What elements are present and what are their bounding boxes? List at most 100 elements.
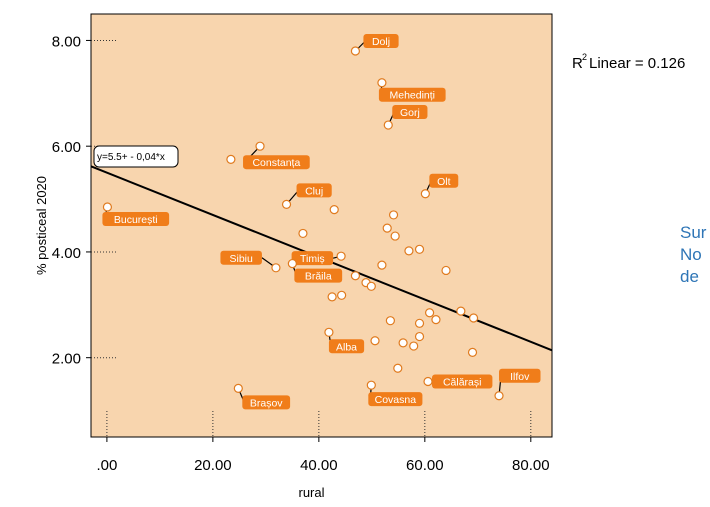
side-note-line-3: de (680, 267, 699, 286)
label-box (392, 105, 428, 120)
x-tick-label: 40.00 (300, 457, 338, 474)
label-text: Brașov (250, 397, 283, 409)
data-point (350, 46, 361, 56)
r2-label: Linear = 0.126 (589, 55, 685, 72)
label-text: Constanța (252, 157, 300, 169)
label-text: Gorj (400, 107, 420, 119)
label-text: Cluj (305, 185, 323, 197)
data-point (226, 154, 236, 165)
label-text: Dolj (372, 36, 390, 48)
data-point (377, 260, 387, 270)
data-point (388, 210, 399, 220)
r2-symbol: R (572, 55, 583, 72)
r2-superscript: 2 (582, 52, 587, 62)
data-point (420, 189, 430, 199)
label-text: Covasna (375, 394, 417, 406)
label-text: București (114, 214, 158, 226)
label-box (368, 392, 423, 407)
y-axis-label: % posticeal 2020 (34, 176, 49, 275)
data-point (398, 338, 408, 348)
x-tick-label: .00 (96, 457, 117, 474)
point-label: Călărași (428, 374, 493, 389)
data-point (390, 231, 400, 241)
data-point (298, 228, 308, 239)
label-box (363, 34, 399, 49)
side-note-line-2: No (680, 245, 702, 264)
data-point (385, 316, 395, 326)
point-label: Brașov (237, 388, 291, 410)
y-tick-label: 2.00 (52, 351, 81, 368)
y-tick-label: 6.00 (52, 139, 81, 156)
data-point (350, 271, 361, 281)
point-label: Dolj (354, 34, 399, 52)
label-box (328, 339, 365, 354)
label-text: Alba (336, 341, 357, 353)
label-box (432, 374, 493, 389)
point-label: Cluj (286, 183, 332, 205)
equation-frame (93, 145, 179, 168)
data-point (383, 120, 393, 130)
data-point (366, 380, 376, 390)
label-box (499, 368, 541, 383)
label-box (242, 395, 291, 410)
label-text: Olt (437, 176, 451, 188)
data-point (414, 244, 425, 254)
point-label: Ilfov (498, 368, 541, 396)
x-tick-label: 60.00 (406, 457, 444, 474)
data-point (404, 246, 414, 256)
equation-label: y=5.5+ - 0,04*x (97, 152, 165, 163)
label-text: Călărași (443, 376, 482, 388)
plot-area (90, 13, 553, 438)
data-point (414, 318, 425, 328)
y-tick-label: 8.00 (52, 33, 81, 50)
side-note-line-1: Sur (680, 223, 707, 242)
data-point (382, 223, 392, 233)
data-point (409, 341, 419, 351)
x-axis-label: rural (298, 485, 324, 500)
data-point (393, 363, 403, 373)
data-point (233, 383, 243, 393)
data-point (431, 315, 441, 325)
label-box (243, 155, 310, 170)
label-text: Timiș (300, 253, 325, 265)
label-box (291, 251, 334, 266)
data-point (324, 327, 334, 337)
data-point (336, 251, 346, 261)
point-label: Brăila (291, 263, 343, 283)
label-box (102, 211, 170, 226)
point-label: Covasna (368, 385, 423, 407)
point-label: Alba (328, 332, 365, 354)
label-text: Mehedinți (389, 90, 435, 102)
data-point (287, 258, 297, 269)
data-point (281, 199, 292, 209)
data-point (377, 78, 387, 88)
data-point (329, 205, 339, 215)
data-point (271, 263, 281, 273)
data-point (102, 202, 113, 212)
data-point (468, 313, 479, 323)
x-tick-label: 20.00 (194, 457, 232, 474)
label-text: Sibiu (230, 253, 254, 265)
label-box (378, 87, 446, 102)
label-text: Brăila (305, 271, 332, 283)
side-note: Sur No de (680, 222, 706, 288)
data-point (366, 281, 376, 291)
data-point (424, 308, 435, 318)
label-box (296, 183, 332, 198)
point-label: Mehedinți (378, 82, 446, 102)
data-point (337, 290, 347, 300)
label-box (294, 268, 343, 283)
data-point (467, 347, 478, 357)
data-point (255, 141, 265, 151)
y-tick-label: 4.00 (52, 245, 81, 262)
label-text: Ilfov (510, 371, 530, 383)
point-label: Sibiu (220, 250, 277, 269)
data-point (456, 306, 466, 316)
point-label: Timiș (291, 251, 342, 266)
data-point (414, 331, 425, 342)
data-point (423, 376, 433, 387)
label-box (429, 173, 459, 188)
x-tick-label: 80.00 (512, 457, 550, 474)
